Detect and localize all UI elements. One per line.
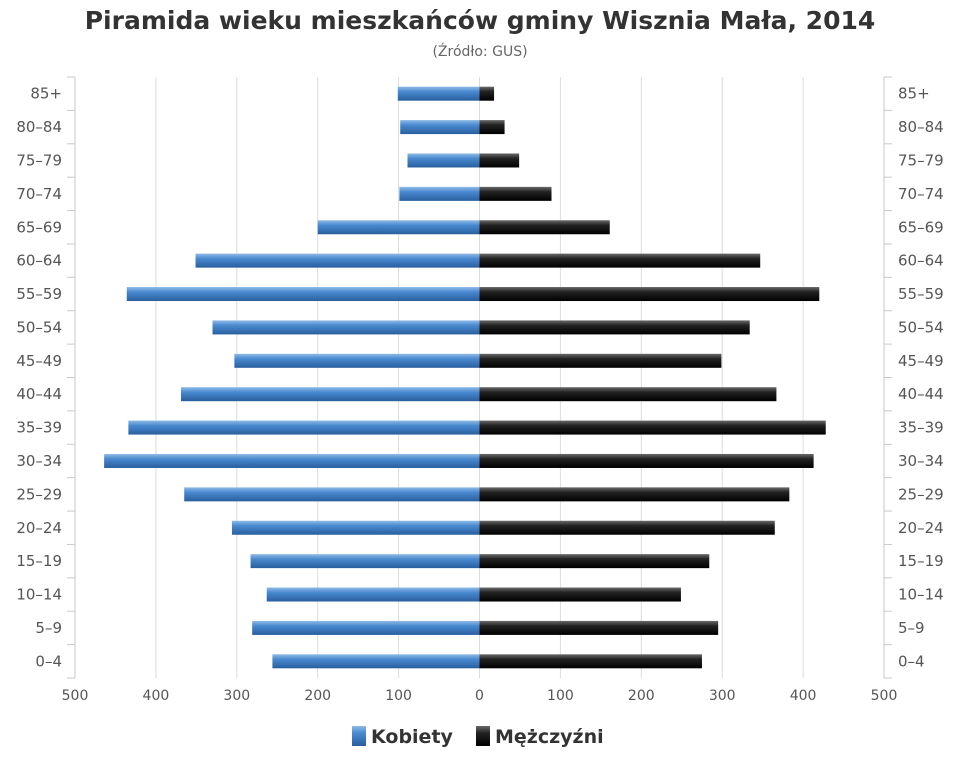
x-tick-label: 300 xyxy=(223,688,250,704)
category-label-left: 30–34 xyxy=(16,452,62,470)
bar-kobiety-8 xyxy=(234,353,480,368)
category-label-left: 75–79 xyxy=(16,151,62,169)
bar-mezczyzni-13 xyxy=(479,520,775,535)
category-label-right: 75–79 xyxy=(898,151,944,169)
bar-kobiety-14 xyxy=(250,554,480,569)
x-tick-label: 200 xyxy=(304,688,331,704)
x-tick-label: 400 xyxy=(790,688,817,704)
axes: 500 400 300 200 100 0 100 200 300 400 500 xyxy=(62,76,898,704)
category-label-right: 5–9 xyxy=(898,619,925,637)
bar-kobiety-11 xyxy=(104,453,480,468)
bar-kobiety-1 xyxy=(400,120,480,135)
legend-swatch xyxy=(476,726,490,746)
category-label-left: 15–19 xyxy=(16,552,62,570)
bar-kobiety-0 xyxy=(397,86,480,101)
bar-kobiety-3 xyxy=(399,186,480,201)
bar-mezczyzni-17 xyxy=(479,654,702,669)
bar-kobiety-7 xyxy=(212,320,480,335)
legend-label: Kobiety xyxy=(371,726,454,748)
category-label-left: 80–84 xyxy=(16,118,62,136)
category-label-right: 55–59 xyxy=(898,285,944,303)
legend-item-kobiety[interactable]: Kobiety xyxy=(352,726,454,748)
bar-mezczyzni-11 xyxy=(479,453,814,468)
category-label-right: 10–14 xyxy=(898,586,944,604)
category-label-left: 35–39 xyxy=(16,419,62,437)
bar-mezczyzni-9 xyxy=(479,387,777,402)
category-label-left: 45–49 xyxy=(16,352,62,370)
bar-kobiety-4 xyxy=(317,220,480,235)
x-tick-label: 0 xyxy=(475,688,484,704)
x-tick-label: 200 xyxy=(628,688,655,704)
bar-mezczyzni-4 xyxy=(479,220,610,235)
category-label-left: 85+ xyxy=(30,85,62,103)
bar-mezczyzni-7 xyxy=(479,320,750,335)
bar-kobiety-5 xyxy=(195,253,480,268)
bar-kobiety-2 xyxy=(407,153,480,168)
category-label-left: 40–44 xyxy=(16,385,62,403)
bar-mezczyzni-3 xyxy=(479,186,552,201)
category-label-right: 85+ xyxy=(898,85,930,103)
category-label-left: 5–9 xyxy=(35,619,62,637)
category-label-right: 65–69 xyxy=(898,218,944,236)
category-label-left: 20–24 xyxy=(16,519,62,537)
bar-mezczyzni-5 xyxy=(479,253,761,268)
x-tick-label: 300 xyxy=(709,688,736,704)
bar-mezczyzni-12 xyxy=(479,487,790,502)
bar-kobiety-17 xyxy=(272,654,480,669)
category-label-right: 50–54 xyxy=(898,318,944,336)
x-tick-label: 400 xyxy=(143,688,170,704)
bar-mezczyzni-14 xyxy=(479,554,710,569)
bar-kobiety-12 xyxy=(184,487,480,502)
category-label-left: 55–59 xyxy=(16,285,62,303)
category-label-left: 60–64 xyxy=(16,252,62,270)
category-label-right: 0–4 xyxy=(898,652,925,670)
category-label-right: 20–24 xyxy=(898,519,944,537)
category-labels: 85+ 85+ 80–84 80–84 75–79 75–79 70–74 70–74 65–6… xyxy=(16,85,943,671)
category-label-right: 60–64 xyxy=(898,252,944,270)
category-label-left: 10–14 xyxy=(16,586,62,604)
bar-mezczyzni-15 xyxy=(479,587,681,602)
category-label-left: 0–4 xyxy=(35,652,62,670)
category-label-right: 40–44 xyxy=(898,385,944,403)
bar-kobiety-10 xyxy=(128,420,480,435)
bar-mezczyzni-2 xyxy=(479,153,520,168)
x-tick-label: 500 xyxy=(62,688,89,704)
category-label-right: 25–29 xyxy=(898,485,944,503)
category-label-right: 30–34 xyxy=(898,452,944,470)
category-label-left: 70–74 xyxy=(16,185,62,203)
category-label-left: 25–29 xyxy=(16,485,62,503)
bar-kobiety-13 xyxy=(231,520,480,535)
x-tick-label: 100 xyxy=(385,688,412,704)
category-label-right: 70–74 xyxy=(898,185,944,203)
legend-label: Mężczyźni xyxy=(495,726,604,748)
bar-kobiety-15 xyxy=(266,587,480,602)
category-label-right: 35–39 xyxy=(898,419,944,437)
bar-kobiety-16 xyxy=(252,620,480,635)
category-label-right: 80–84 xyxy=(898,118,944,136)
bar-mezczyzni-0 xyxy=(479,86,495,101)
chart-title: Piramida wieku mieszkańców gminy Wisznia… xyxy=(84,6,876,35)
x-tick-label: 100 xyxy=(547,688,574,704)
legend-swatch xyxy=(352,726,366,746)
bar-kobiety-9 xyxy=(180,387,480,402)
legend-item-mezczyzni[interactable]: Mężczyźni xyxy=(476,726,604,748)
category-label-right: 45–49 xyxy=(898,352,944,370)
bar-mezczyzni-16 xyxy=(479,620,719,635)
bar-mezczyzni-1 xyxy=(479,120,505,135)
bar-mezczyzni-8 xyxy=(479,353,722,368)
bar-kobiety-6 xyxy=(126,287,480,302)
category-label-left: 65–69 xyxy=(16,218,62,236)
category-label-right: 15–19 xyxy=(898,552,944,570)
x-tick-label: 500 xyxy=(871,688,898,704)
category-label-left: 50–54 xyxy=(16,318,62,336)
legend: Kobiety Mężczyźni xyxy=(352,726,604,748)
bar-mezczyzni-6 xyxy=(479,287,820,302)
bars xyxy=(104,86,826,669)
chart-subtitle: (Źródło: GUS) xyxy=(432,44,528,60)
bar-mezczyzni-10 xyxy=(479,420,826,435)
